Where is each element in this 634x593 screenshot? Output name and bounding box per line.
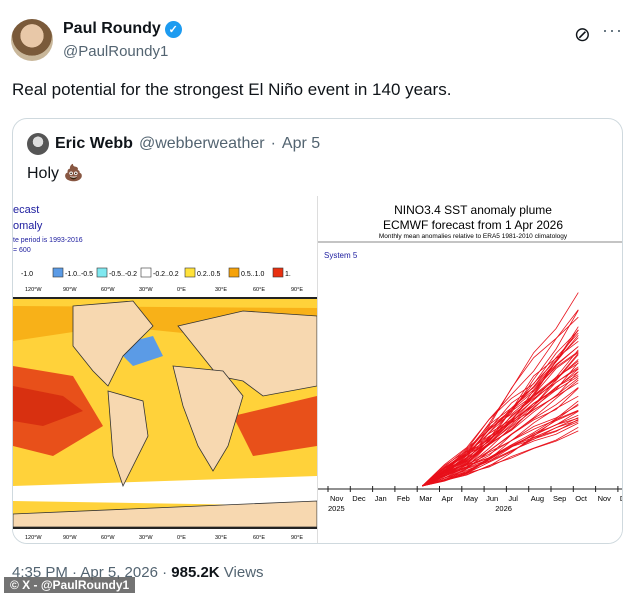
- ensemble-member-line: [422, 354, 579, 487]
- chart-title: NINO3.4 SST anomaly plume: [394, 203, 552, 217]
- x-tick-label: Jun: [486, 494, 498, 503]
- ensemble-member-line: [421, 368, 579, 487]
- legend-label: 0.2..0.5: [197, 271, 220, 278]
- lon-label: 60°E: [253, 287, 265, 293]
- more-icon[interactable]: ···: [602, 20, 623, 40]
- map-note-1: te period is 1993-2016: [13, 237, 83, 244]
- map-title-1: ecast: [13, 204, 39, 216]
- watermark: © X - @PaulRoundy1: [4, 577, 136, 593]
- lon-label: 90°W: [63, 535, 77, 541]
- quote-avatar: [27, 133, 49, 155]
- map-note-2: = 600: [13, 247, 31, 254]
- quote-author-name: Eric Webb: [55, 135, 133, 152]
- legend-swatch: [140, 267, 152, 278]
- lon-label: 90°E: [291, 287, 303, 293]
- x-tick-label: Jul: [508, 494, 518, 503]
- legend-label: 1.: [285, 271, 291, 278]
- x-tick-label: Mar: [419, 494, 432, 503]
- view-count: 985.2K: [171, 564, 220, 581]
- quoted-tweet[interactable]: Eric Webb @webberweather · Apr 5 Holy 💩 …: [12, 118, 623, 544]
- ensemble-member-line: [421, 316, 579, 487]
- ensemble-member-line: [421, 330, 579, 487]
- legend-label: -1.0..-0.5: [65, 271, 93, 278]
- x-tick-label: Feb: [397, 494, 410, 503]
- x-tick-label: Dec: [352, 494, 366, 503]
- lon-label: 120°W: [25, 287, 42, 293]
- legend-swatch: [272, 267, 284, 278]
- legend-swatch: [96, 267, 108, 278]
- lon-label: 90°W: [63, 287, 77, 293]
- ensemble-member-line: [422, 329, 579, 487]
- tweet-text: Real potential for the strongest El Niño…: [12, 80, 452, 99]
- lon-label: 30°W: [139, 287, 153, 293]
- nino34-plume-chart[interactable]: NINO3.4 SST anomaly plume ECMWF forecast…: [317, 196, 623, 543]
- chart-note: Monthly mean anomalies relative to ERA5 …: [379, 233, 568, 240]
- legend-label: 0.5..1.0: [241, 271, 264, 278]
- map-title-2: omaly: [13, 220, 43, 232]
- lon-label: 60°W: [101, 287, 115, 293]
- author-avatar[interactable]: [11, 19, 53, 61]
- lon-label: 90°E: [291, 535, 303, 541]
- lon-label: 30°E: [215, 287, 227, 293]
- lon-label: 120°W: [25, 535, 42, 541]
- legend-label: -1.0: [21, 271, 33, 278]
- ensemble-member-line: [421, 340, 579, 487]
- tweet-meta: 4:35 PM · Apr 5, 2026 · 985.2K Views: [12, 564, 264, 581]
- grok-icon[interactable]: ⊘: [574, 24, 591, 46]
- verified-badge-icon: ✓: [164, 20, 182, 38]
- ensemble-member-line: [421, 337, 579, 487]
- lon-label: 30°E: [215, 535, 227, 541]
- quote-text: Holy 💩: [27, 165, 84, 182]
- sst-anomaly-map[interactable]: ecast omaly te period is 1993-2016 = 600…: [13, 196, 318, 543]
- ensemble-member-line: [421, 366, 579, 487]
- x-tick-label: May: [464, 494, 478, 503]
- author-handle[interactable]: @PaulRoundy1: [63, 43, 169, 60]
- quote-date: Apr 5: [281, 135, 321, 152]
- lon-label: 60°E: [253, 535, 265, 541]
- lon-label: 0°E: [177, 535, 186, 541]
- chart-subtitle: ECMWF forecast from 1 Apr 2026: [383, 218, 563, 232]
- x-tick-label: Oct: [575, 494, 588, 503]
- author-name[interactable]: Paul Roundy ✓: [63, 20, 182, 38]
- legend-label: -0.2..0.2: [153, 271, 179, 278]
- x-tick-label: Nov: [598, 494, 612, 503]
- x-tick-label: Aug: [531, 494, 544, 503]
- ensemble-member-line: [422, 430, 579, 487]
- legend-swatch: [184, 267, 196, 278]
- x-tick-label: Dec: [620, 494, 623, 503]
- timestamp[interactable]: 4:35 PM · Apr 5, 2026 ·: [12, 564, 172, 581]
- ensemble-member-line: [422, 422, 579, 487]
- system-label: System 5: [324, 251, 358, 260]
- x-tick-label: Sep: [553, 494, 566, 503]
- lon-label: 0°E: [177, 287, 186, 293]
- lon-label: 60°W: [101, 535, 115, 541]
- year-label: 2025: [328, 504, 345, 513]
- year-label: 2026: [495, 504, 512, 513]
- x-tick-label: Nov: [330, 494, 344, 503]
- ensemble-member-line: [422, 379, 579, 487]
- lon-label: 30°W: [139, 535, 153, 541]
- quote-author-handle: @webberweather: [138, 135, 265, 152]
- ensemble-member-line: [421, 362, 579, 487]
- legend-swatch: [228, 267, 240, 278]
- legend-swatch: [52, 267, 64, 278]
- x-tick-label: Jan: [375, 494, 387, 503]
- x-tick-label: Apr: [442, 494, 454, 503]
- ensemble-member-line: [422, 359, 579, 487]
- legend-label: -0.5..-0.2: [109, 271, 137, 278]
- ensemble-member-line: [422, 421, 579, 487]
